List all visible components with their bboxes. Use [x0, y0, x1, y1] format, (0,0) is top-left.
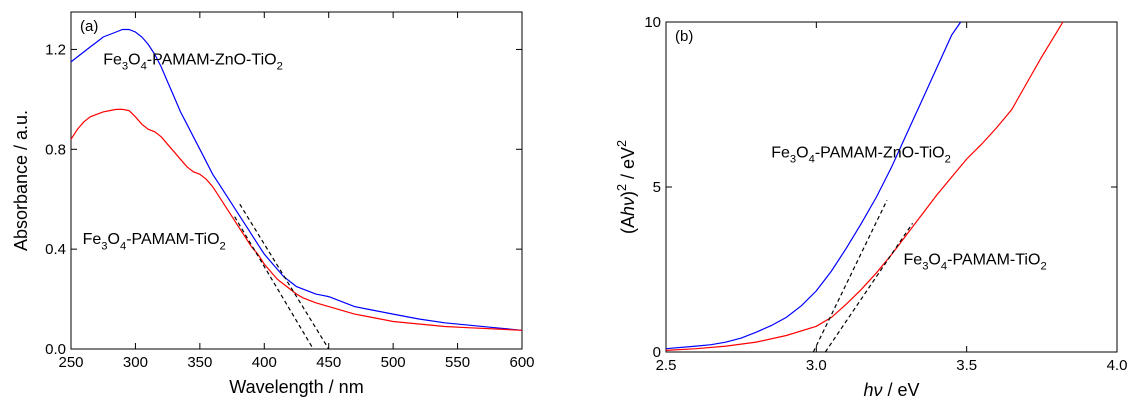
y-tick-label: 0.8 — [45, 141, 66, 158]
series-annotation: Fe3O4-PAMAM-ZnO-TiO2 — [103, 51, 283, 72]
extrapolation-line — [234, 216, 314, 350]
y-tick-label: 10 — [644, 14, 661, 31]
extrapolation-line — [824, 222, 914, 353]
x-axis-label: hν / eV — [863, 380, 919, 400]
x-tick-label: 2.5 — [656, 357, 677, 374]
x-tick-label: 300 — [123, 354, 148, 371]
series-annotation: Fe3O4-PAMAM-ZnO-TiO2 — [771, 144, 951, 165]
x-tick-label: 3.0 — [806, 357, 827, 374]
extrapolation-line — [812, 199, 888, 353]
plot-frame — [665, 21, 1118, 353]
x-tick-label: 250 — [58, 354, 83, 371]
x-tick-label: 4.0 — [1107, 357, 1128, 374]
y-tick-label: 0.0 — [45, 341, 66, 358]
x-tick-label: 450 — [316, 354, 341, 371]
x-tick-label: 600 — [509, 354, 534, 371]
x-tick-label: 350 — [187, 354, 212, 371]
series-line-blue — [70, 28, 523, 331]
series-annotation: Fe3O4-PAMAM-TiO2 — [83, 231, 226, 252]
x-tick-label: 400 — [252, 354, 277, 371]
x-tick-label: 3.5 — [956, 357, 977, 374]
y-tick-label: 5 — [653, 179, 661, 196]
plot-frame — [70, 11, 523, 350]
panel-label: (a) — [80, 18, 98, 35]
series-line-red — [665, 21, 1064, 351]
series-annotation: Fe3O4-PAMAM-TiO2 — [904, 252, 1047, 273]
panel-a-absorbance-chart: 250 300 350 400 450 500 550 600 0.0 0.4 0.8 1.2 Fe3O… — [11, 11, 535, 397]
x-axis-label: Wavelength / nm — [229, 377, 363, 397]
y-tick-label: 1.2 — [45, 41, 66, 58]
x-tick-label: 550 — [445, 354, 470, 371]
extrapolation-line — [239, 203, 330, 350]
y-axis-label: Absorbance / a.u. — [11, 110, 31, 251]
panel-b-tauc-plot: 2.5 3.0 3.5 4.0 0 5 10 Fe3O4-PAMAM-ZnO-TiO2 Fe3O… — [615, 14, 1128, 400]
y-tick-label: 0.4 — [45, 241, 66, 258]
panel-label: (b) — [675, 28, 693, 45]
series-line-red — [70, 108, 523, 331]
y-tick-label: 0 — [653, 344, 661, 361]
y-axis-label: (Ahν)2 / eV2 — [615, 140, 638, 234]
series-line-blue — [665, 21, 962, 350]
x-tick-label: 500 — [381, 354, 406, 371]
y-axis-label-group: (Ahν)2 / eV2 — [615, 140, 638, 234]
